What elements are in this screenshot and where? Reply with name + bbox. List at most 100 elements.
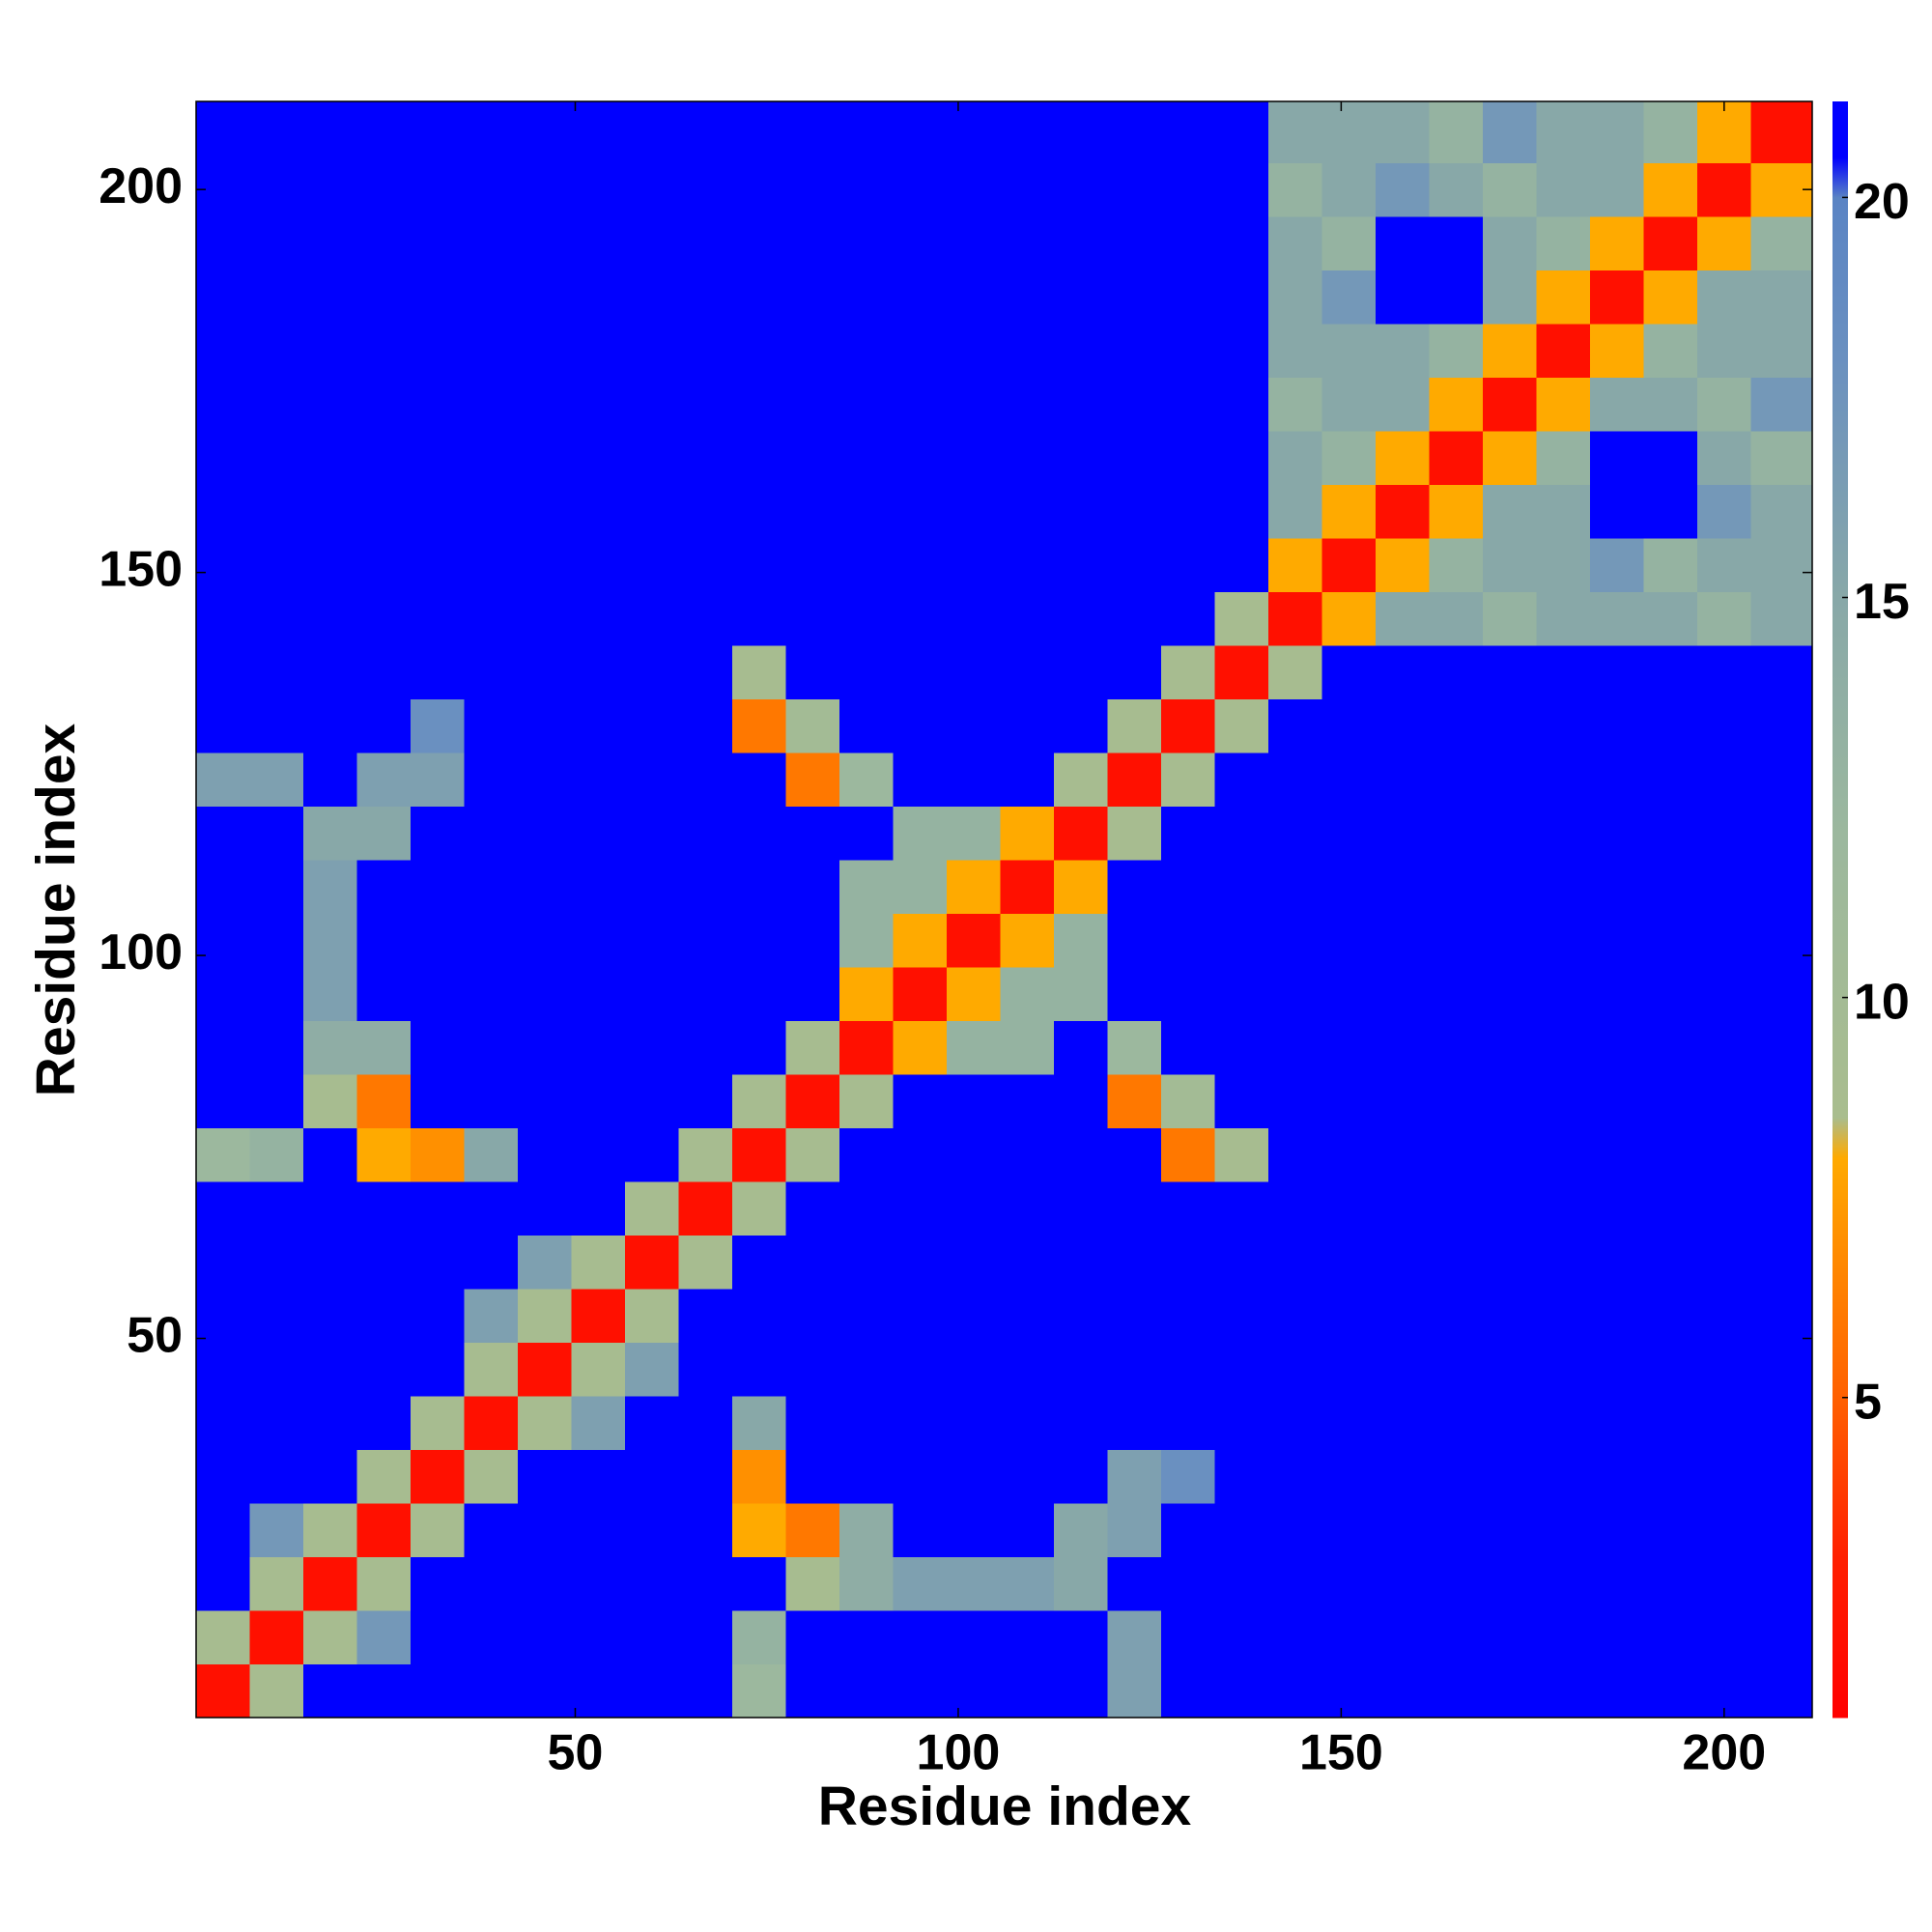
heatmap-cell: [1750, 1556, 1813, 1611]
heatmap-cell: [1483, 1235, 1538, 1290]
x-axis-label: Residue index: [818, 1776, 1192, 1837]
heatmap-cell: [678, 1395, 733, 1451]
heatmap-cell: [249, 1395, 304, 1451]
heatmap-cell: [1590, 101, 1645, 164]
heatmap-cell: [1750, 430, 1813, 486]
heatmap-cell: [411, 1663, 466, 1719]
heatmap-cell: [625, 1556, 680, 1611]
heatmap-cell: [1268, 591, 1323, 646]
heatmap-cell: [732, 1556, 787, 1611]
heatmap-cell: [732, 377, 787, 432]
heatmap-cell: [196, 698, 251, 753]
heatmap-cell: [1536, 752, 1591, 808]
heatmap-cell: [1429, 1609, 1484, 1665]
heatmap-cell: [411, 1609, 466, 1665]
heatmap-cell: [249, 1020, 304, 1075]
heatmap-cell: [732, 484, 787, 539]
heatmap-cell: [732, 1020, 787, 1075]
heatmap-cell: [1214, 1073, 1269, 1129]
heatmap-cell: [356, 1395, 412, 1451]
heatmap-cell: [1107, 1288, 1162, 1344]
heatmap-cell: [1376, 966, 1431, 1022]
colorbar-segment: [1833, 101, 1848, 158]
heatmap-cell: [1321, 1020, 1377, 1075]
heatmap-cell: [1429, 591, 1484, 646]
heatmap-cell: [196, 966, 251, 1022]
heatmap-cell: [678, 1127, 733, 1182]
heatmap-cell: [464, 591, 519, 646]
heatmap-cell: [1643, 377, 1698, 432]
heatmap-cell: [411, 484, 466, 539]
heatmap-cell: [732, 430, 787, 486]
heatmap-cell: [893, 859, 948, 915]
heatmap-cell: [893, 1342, 948, 1397]
heatmap-cell: [1000, 1180, 1055, 1236]
heatmap-cell: [249, 1663, 304, 1719]
heatmap-cell: [1107, 1609, 1162, 1665]
heatmap-cell: [1161, 1556, 1216, 1611]
heatmap-cell: [1483, 1449, 1538, 1504]
heatmap-cell: [732, 698, 787, 753]
heatmap-cell: [249, 101, 304, 164]
heatmap-cell: [732, 162, 787, 217]
heatmap-cell: [893, 644, 948, 700]
heatmap-cell: [1000, 644, 1055, 700]
heatmap-cell: [249, 591, 304, 646]
heatmap-cell: [1321, 1180, 1377, 1236]
heatmap-cell: [893, 323, 948, 379]
heatmap-cell: [1214, 1502, 1269, 1558]
heatmap-cell: [1590, 859, 1645, 915]
heatmap-cell: [1429, 1288, 1484, 1344]
heatmap-cell: [518, 1395, 573, 1451]
heatmap-cell: [411, 1127, 466, 1182]
heatmap-cell: [1536, 644, 1591, 700]
heatmap-cell: [571, 1288, 626, 1344]
heatmap-cell: [1214, 430, 1269, 486]
heatmap-cell: [1750, 966, 1813, 1022]
heatmap-cell: [785, 377, 840, 432]
heatmap-cell: [1697, 323, 1752, 379]
heatmap-cell: [411, 430, 466, 486]
heatmap-cell: [411, 1449, 466, 1504]
heatmap-cell: [732, 1073, 787, 1129]
heatmap-cell: [1268, 913, 1323, 968]
heatmap-cell: [356, 484, 412, 539]
heatmap-cell: [1268, 377, 1323, 432]
heatmap-cell: [1697, 270, 1752, 325]
heatmap-cell: [785, 1073, 840, 1129]
heatmap-cell: [518, 1073, 573, 1129]
heatmap-cell: [303, 644, 358, 700]
heatmap-cell: [1161, 1502, 1216, 1558]
heatmap-cell: [1054, 270, 1109, 325]
heatmap-cell: [947, 806, 1002, 861]
heatmap-cell: [1590, 1449, 1645, 1504]
heatmap-cell: [1483, 377, 1538, 432]
x-tick-label: 200: [1682, 1725, 1766, 1781]
heatmap-cell: [1429, 323, 1484, 379]
heatmap-cell: [1054, 1288, 1109, 1344]
heatmap-cell: [678, 644, 733, 700]
heatmap-cell: [1643, 806, 1698, 861]
colorbar-segment: [1833, 156, 1848, 198]
heatmap-cell: [1000, 1663, 1055, 1719]
heatmap-cell: [732, 752, 787, 808]
heatmap-cell: [893, 1449, 948, 1504]
heatmap-cell: [518, 270, 573, 325]
heatmap-cell: [571, 1127, 626, 1182]
heatmap-cell: [625, 1395, 680, 1451]
heatmap-cell: [1697, 484, 1752, 539]
heatmap-cell: [1054, 1235, 1109, 1290]
heatmap-cell: [196, 377, 251, 432]
heatmap-cell: [1376, 752, 1431, 808]
heatmap-cell: [1536, 323, 1591, 379]
heatmap-cell: [1590, 1127, 1645, 1182]
heatmap-cell: [1000, 1073, 1055, 1129]
heatmap-cell: [839, 1020, 895, 1075]
heatmap-cell: [411, 1073, 466, 1129]
heatmap-cell: [1321, 698, 1377, 753]
heatmap-cell: [785, 644, 840, 700]
heatmap-cell: [1750, 644, 1813, 700]
heatmap-cell: [303, 1127, 358, 1182]
heatmap-cell: [625, 484, 680, 539]
heatmap-cell: [1161, 752, 1216, 808]
